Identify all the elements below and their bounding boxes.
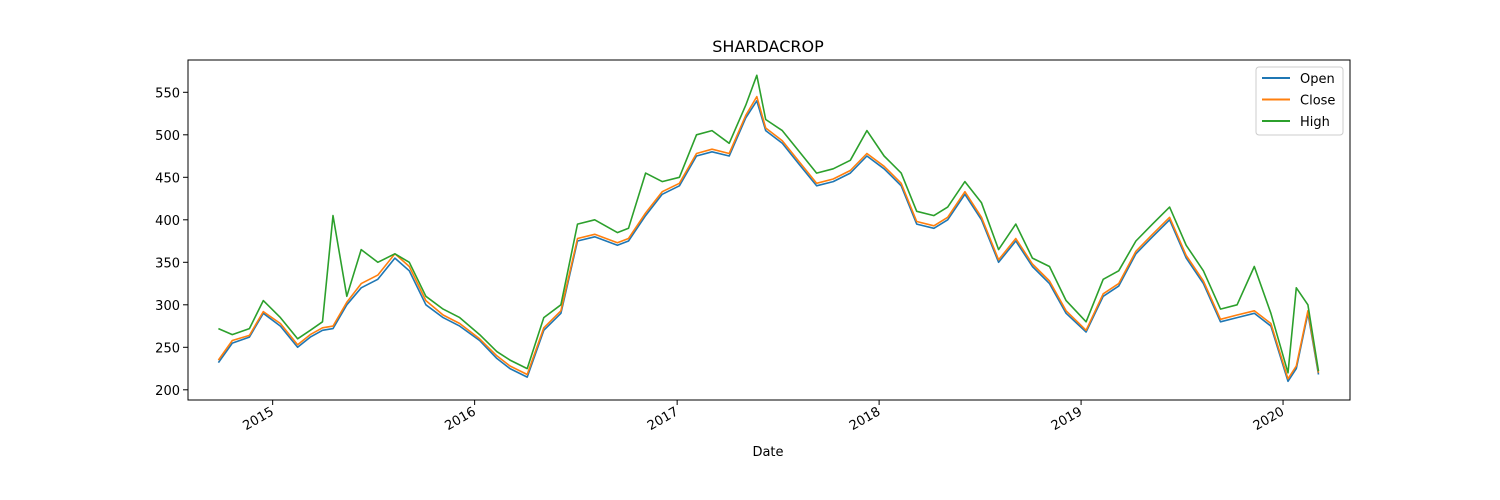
y-tick-label: 400 [155, 214, 180, 229]
series-layer [217, 74, 1320, 383]
series-line-close [217, 95, 1320, 380]
y-tick-label: 450 [155, 171, 180, 186]
x-tick-label: 2015 [240, 404, 276, 434]
y-tick-label: 250 [155, 341, 180, 356]
y-tick-label: 200 [155, 384, 180, 399]
series-line-open [217, 100, 1320, 383]
y-tick-label: 350 [155, 256, 180, 271]
x-tick-label: 2019 [1049, 404, 1085, 434]
legend-label-open: Open [1300, 72, 1335, 87]
chart-title: SHARDACROP [712, 37, 824, 56]
legend-box [1255, 66, 1344, 136]
x-tick-label: 2017 [645, 404, 681, 434]
y-tick-label: 550 [155, 86, 180, 101]
legend-label-close: Close [1300, 94, 1335, 109]
y-tick-label: 300 [155, 299, 180, 314]
legend-label-high: High [1300, 115, 1330, 130]
x-axis: 2015 2016 2017 2018 2019 2020 [240, 400, 1287, 434]
x-tick-label: 2020 [1251, 404, 1287, 434]
plot-frame [187, 59, 1351, 401]
series-line-high [218, 74, 1320, 374]
x-axis-label: Date [752, 445, 783, 460]
y-tick-label: 500 [155, 129, 180, 144]
legend: Open Close High [1255, 66, 1344, 136]
x-tick-label: 2016 [442, 404, 478, 434]
y-axis: 200 250 300 350 400 450 500 550 [155, 86, 188, 399]
x-tick-label: 2018 [847, 404, 883, 434]
